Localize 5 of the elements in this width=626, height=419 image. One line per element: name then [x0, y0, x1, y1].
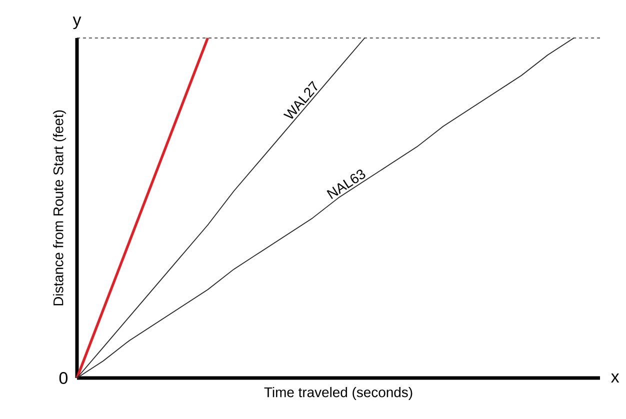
text: x — [611, 374, 620, 382]
text: 0 — [59, 372, 68, 384]
text: y — [72, 16, 82, 30]
x-axis-title: Time traveled (seconds) — [264, 386, 412, 400]
y-axis-title: Distance from Route Start (feet) — [53, 110, 66, 306]
